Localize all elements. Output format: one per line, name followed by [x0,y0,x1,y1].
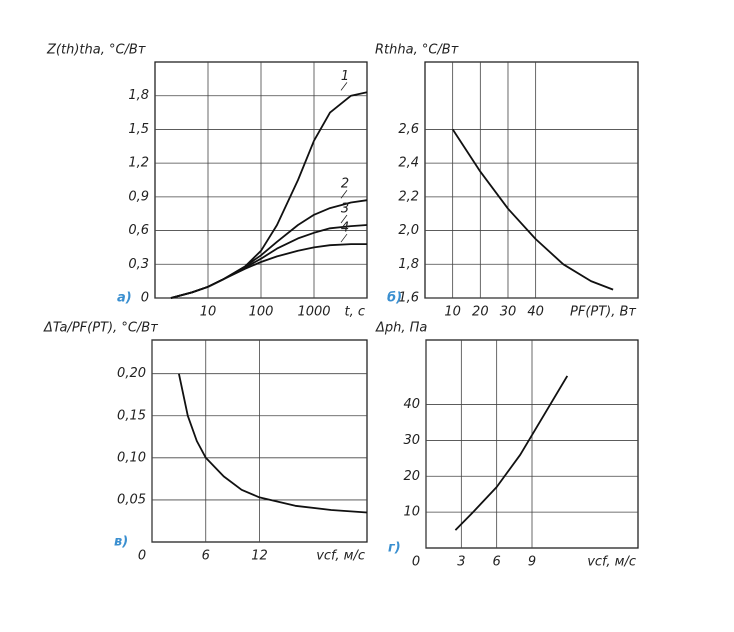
y-axis-title: Z(th)tha, °C/Вт [46,43,146,58]
x-tick-label: 40 [527,305,544,320]
y-tick-label: 0,6 [128,223,149,238]
y-tick-label: 1,5 [128,122,149,137]
series-line [178,373,368,514]
x-tick-label: 100 [249,305,274,320]
x-axis-label: t, c [344,305,365,320]
panel-label: в) [114,535,128,550]
x-tick-label: 0 [412,555,420,570]
x-tick-label: 6 [493,555,501,570]
y-tick-label: 2,2 [398,189,419,204]
x-axis-label: vcf, м/с [316,549,365,564]
y-tick-label: 20 [403,469,420,484]
series-line [454,375,569,531]
panel-label: г) [388,541,401,556]
x-axis-label: PF(PT), Вт [570,305,636,320]
y-tick-label: 1,6 [398,291,419,306]
x-tick-label: 3 [457,555,465,570]
y-tick-label: 1,8 [398,257,419,272]
x-tick-label: 0 [138,549,146,564]
series-label: 3 [341,201,349,216]
x-tick-label: 20 [472,305,489,320]
panel-label: а) [117,291,132,306]
x-tick-label: 10 [200,305,217,320]
series-label-leader [340,233,348,243]
series-line [170,224,368,299]
x-tick-label: 10 [444,305,461,320]
y-tick-label: 0,9 [128,189,149,204]
series-line [170,199,368,299]
y-tick-label: 2,4 [398,156,419,171]
panel-label: б) [387,291,402,306]
series-line [170,243,367,299]
y-tick-label: 0,3 [128,257,149,272]
series-label-leader [340,189,348,199]
y-axis-title: Rthha, °C/Вт [375,43,459,58]
series-label: 1 [341,69,349,84]
y-tick-label: 0,15 [117,408,146,423]
y-axis-title: Δph, Па [375,321,427,336]
y-tick-label: 1,2 [128,156,149,171]
x-tick-label: 1000 [297,305,330,320]
y-tick-label: 30 [403,433,420,448]
series-label-leader [340,82,348,91]
x-tick-label: 30 [500,305,517,320]
y-tick-label: 40 [403,397,420,412]
y-tick-label: 0,05 [117,492,146,507]
y-tick-label: 1,8 [128,88,149,103]
x-tick-label: 12 [251,549,268,564]
x-tick-label: 6 [202,549,210,564]
series-line [451,128,614,291]
y-tick-label: 0,20 [117,366,146,381]
y-axis-title: ΔTa/PF(PT), °C/Вт [43,321,158,336]
x-tick-label: 9 [528,555,536,570]
x-axis-label: vcf, м/с [587,555,636,570]
y-tick-label: 0,10 [117,450,146,465]
y-tick-label: 2,6 [398,122,419,137]
series-label-leader [340,214,348,224]
series-label: 4 [341,221,349,236]
series-line [170,91,368,299]
y-tick-label: 0 [141,291,149,306]
y-tick-label: 2,0 [398,223,419,238]
y-tick-label: 10 [403,505,420,520]
series-label: 2 [341,177,349,192]
plot-frame [424,61,639,299]
